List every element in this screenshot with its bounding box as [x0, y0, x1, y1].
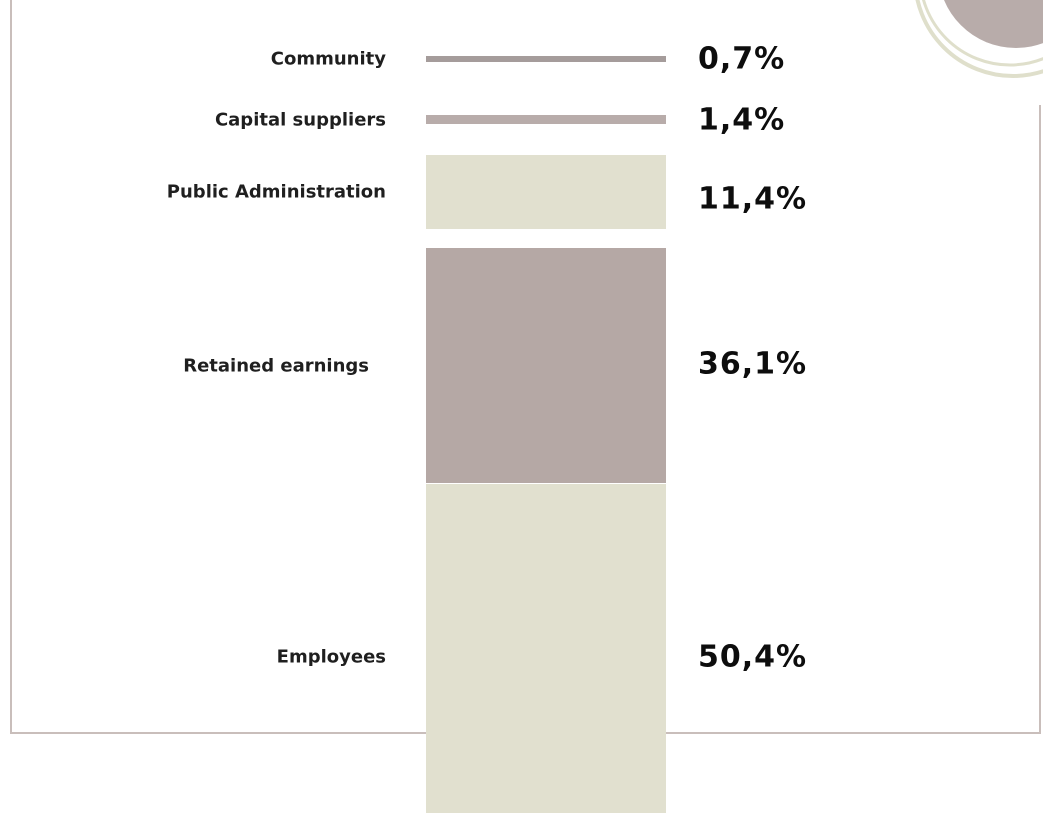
value-label: 0,7% — [698, 41, 786, 77]
value-label: 11,4% — [698, 181, 808, 217]
ornament-ring-outer — [915, 0, 1043, 78]
category-label: Public Administration — [166, 181, 386, 203]
value-label: 1,4% — [698, 102, 786, 137]
category-label: Retained earnings — [183, 355, 369, 376]
bar-retained-earnings — [426, 248, 666, 483]
frame-right-line — [1039, 105, 1041, 734]
ornament-ring-inner — [921, 0, 1043, 67]
category-label: Community — [270, 48, 386, 70]
frame-left-line — [10, 0, 12, 734]
bar-community — [426, 56, 666, 62]
category-label: Capital suppliers — [214, 109, 386, 130]
value-label: 36,1% — [698, 346, 808, 382]
bar-capital-suppliers — [426, 115, 666, 124]
bar-public-administration — [426, 155, 666, 229]
category-label: Employees — [276, 646, 386, 668]
ornament-blob — [944, 0, 1043, 48]
bar-employees — [426, 484, 666, 813]
value-label: 50,4% — [698, 639, 808, 675]
